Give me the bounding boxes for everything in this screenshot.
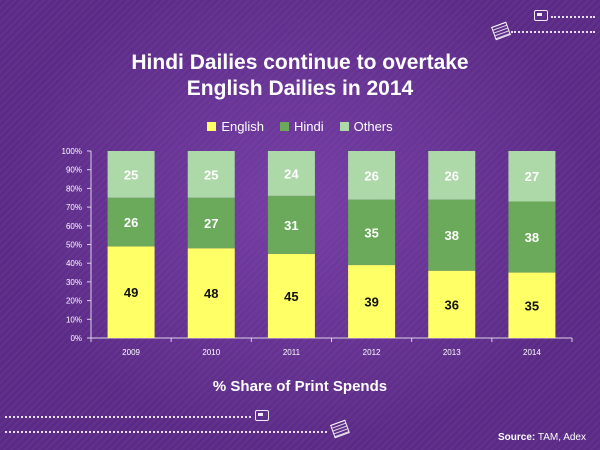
newspaper-icon (534, 10, 548, 21)
data-label-english-2013: 36 (445, 297, 459, 312)
bar-others-2009 (107, 151, 155, 198)
bar-english-2011 (267, 253, 315, 338)
y-tick-label: 60% (66, 222, 82, 231)
source-note: Source: TAM, Adex (498, 432, 586, 443)
top-dotted-line-2 (511, 31, 595, 33)
bar-english-2013 (428, 270, 476, 338)
y-tick-label: 0% (70, 334, 82, 343)
bar-others-2011 (267, 151, 315, 196)
x-tick-label: 2012 (363, 348, 381, 357)
chart-title-line1: Hindi Dailies continue to overtake (131, 51, 469, 74)
data-label-others-2013: 26 (445, 168, 459, 183)
bottom-dotted-line-2 (5, 431, 327, 433)
data-label-english-2012: 39 (364, 295, 378, 310)
data-label-hindi-2012: 35 (364, 225, 378, 240)
bar-english-2009 (107, 246, 155, 338)
legend-swatch-english (207, 122, 217, 131)
bar-hindi-2011 (267, 195, 315, 254)
x-tick-label: 2010 (202, 348, 220, 357)
legend-item-others: Others (339, 119, 393, 134)
data-label-others-2012: 26 (364, 168, 378, 183)
bar-hindi-2009 (107, 197, 155, 247)
top-dotted-line (551, 16, 595, 18)
source-text: TAM, Adex (537, 432, 586, 443)
bar-others-2012 (348, 151, 396, 200)
data-label-english-2009: 49 (124, 285, 138, 300)
source-label: Source: (497, 432, 536, 443)
x-tick-label: 2013 (443, 348, 461, 357)
bar-hindi-2010 (187, 197, 235, 249)
y-tick-label: 90% (66, 166, 82, 175)
data-label-others-2014: 27 (525, 169, 539, 184)
bar-others-2010 (187, 151, 235, 198)
x-tick-label: 2011 (283, 348, 301, 357)
data-label-hindi-2011: 31 (284, 218, 298, 233)
legend-swatch-hindi (280, 122, 289, 131)
x-tick-label: 2014 (523, 348, 541, 357)
chart-title-line2: English Dailies in 2014 (186, 77, 414, 100)
legend-item-english: English (207, 119, 264, 134)
legend-label-hindi: Hindi (294, 119, 324, 134)
data-label-english-2011: 45 (284, 289, 298, 304)
bar-english-2014 (508, 272, 556, 338)
bar-others-2014 (508, 151, 556, 202)
legend-label-english: English (221, 119, 264, 134)
newspaper-icon-bottom (255, 410, 269, 421)
legend-label-others: Others (353, 119, 393, 134)
bar-english-2012 (348, 265, 396, 338)
y-tick-label: 80% (66, 184, 82, 193)
legend-item-hindi: Hindi (280, 119, 324, 134)
data-label-hindi-2010: 27 (204, 216, 218, 231)
chart-subtitle: % Share of Print Spends (212, 378, 388, 395)
data-label-hindi-2009: 26 (124, 215, 138, 230)
bottom-dotted-line (5, 416, 251, 418)
y-tick-label: 70% (66, 203, 82, 212)
y-tick-label: 30% (66, 278, 82, 287)
bar-english-2010 (187, 248, 235, 338)
data-label-hindi-2013: 38 (445, 228, 459, 243)
data-label-english-2014: 35 (525, 298, 539, 313)
y-tick-label: 10% (66, 315, 82, 324)
y-tick-label: 100% (62, 147, 82, 156)
bar-hindi-2013 (428, 199, 476, 271)
y-tick-label: 40% (66, 259, 82, 268)
y-tick-label: 20% (66, 297, 82, 306)
data-label-others-2010: 25 (204, 167, 218, 182)
data-label-hindi-2014: 38 (525, 230, 539, 245)
chart-title: Hindi Dailies continue to overtake Engli… (0, 50, 600, 102)
legend-swatch-others (339, 122, 349, 131)
x-tick-label: 2009 (122, 348, 140, 357)
bar-hindi-2014 (508, 201, 556, 273)
bar-others-2013 (428, 151, 476, 200)
data-label-others-2011: 24 (284, 166, 299, 181)
bar-hindi-2012 (348, 199, 396, 266)
y-tick-label: 50% (66, 241, 82, 250)
data-label-others-2009: 25 (124, 167, 138, 182)
chart-legend: English Hindi Others (0, 119, 600, 134)
data-label-english-2010: 48 (204, 286, 218, 301)
